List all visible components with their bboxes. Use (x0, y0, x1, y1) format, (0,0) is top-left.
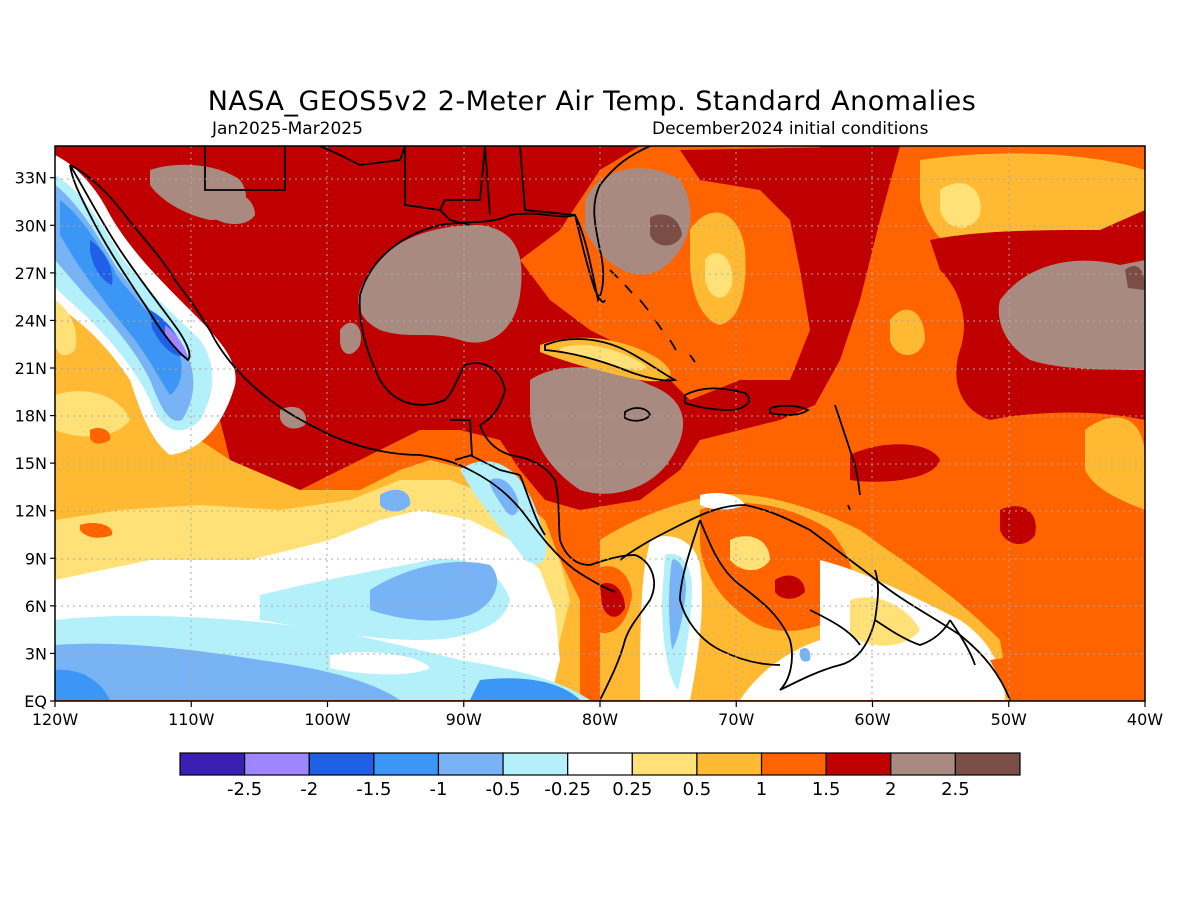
map-title: NASA_GEOS5v2 2-Meter Air Temp. Standard … (207, 86, 977, 117)
legend-label: 1 (756, 779, 767, 800)
legend-swatch (696, 752, 763, 776)
lon-label: 70W (718, 710, 754, 729)
legend-label: 0.25 (612, 779, 652, 800)
lon-label: 120W (32, 710, 79, 729)
lon-label: 40W (1127, 710, 1163, 729)
lat-label: 24N (15, 311, 47, 330)
forecast-period: Jan2025-Mar2025 (212, 119, 363, 139)
lon-label: 90W (446, 710, 482, 729)
legend-swatch (244, 752, 310, 776)
legend-label: 2.5 (941, 779, 970, 800)
graticule (55, 146, 1145, 701)
lat-label: 12N (15, 502, 47, 521)
lat-label: 15N (15, 454, 47, 473)
legend-swatch (567, 752, 633, 776)
latitude-axis: EQ 3N 6N 9N 12N 15N 18N 21N 24N 27N 30N 33N (15, 169, 55, 711)
lon-label: 110W (168, 710, 215, 729)
legend-label: -0.5 (486, 779, 521, 800)
colorbar-legend: -2.5 -2 -1.5 -1 -0.5 -0.25 0.25 0.5 1 1.5 2 2.5 (179, 752, 1021, 800)
lon-label: 60W (854, 710, 890, 729)
legend-label: -1.5 (356, 779, 391, 800)
legend-label: -2.5 (227, 779, 262, 800)
lon-label: 50W (991, 710, 1027, 729)
legend-swatch (825, 752, 892, 776)
legend-swatch (437, 752, 504, 776)
legend-swatch (502, 752, 569, 776)
lat-label: 18N (15, 407, 47, 426)
legend-swatch (954, 752, 1021, 776)
legend-label: 0.5 (683, 779, 712, 800)
legend-label: 2 (885, 779, 896, 800)
lon-label: 80W (582, 710, 618, 729)
lat-label: 30N (15, 216, 47, 235)
lat-label: 33N (15, 169, 47, 188)
legend-swatch (890, 752, 956, 776)
lat-label: 9N (25, 549, 47, 568)
initial-conditions: December2024 initial conditions (652, 119, 929, 139)
legend-label: 1.5 (812, 779, 841, 800)
anomaly-field (55, 146, 1145, 701)
legend-label: -1 (429, 779, 447, 800)
lat-label: 3N (25, 644, 47, 663)
lat-label: 21N (15, 359, 47, 378)
legend-swatch (373, 752, 440, 776)
longitude-axis: 120W 110W 100W 90W 80W 70W 60W 50W 40W (32, 701, 1163, 729)
legend-swatch (308, 752, 375, 776)
legend-label: -2 (300, 779, 318, 800)
lon-label: 100W (304, 710, 351, 729)
legend-swatch (179, 752, 246, 776)
coastlines (69, 146, 1011, 701)
lat-label: 27N (15, 264, 47, 283)
legend-swatch (760, 752, 827, 776)
lat-label: 6N (25, 597, 47, 616)
legend-swatch (631, 752, 698, 776)
legend-label: -0.25 (544, 779, 591, 800)
lat-label: EQ (24, 692, 47, 711)
